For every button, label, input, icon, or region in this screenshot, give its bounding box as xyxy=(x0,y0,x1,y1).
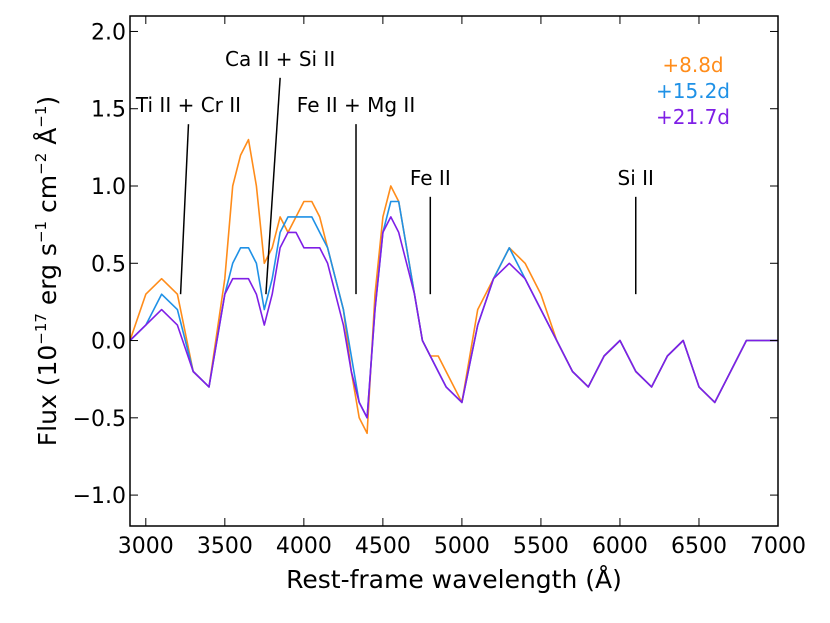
x-tick-label: 3500 xyxy=(197,534,253,559)
y-tick-label: 1.5 xyxy=(91,98,126,123)
y-label-prefix: Flux (10 xyxy=(33,345,62,446)
annotation-label-5: Si II xyxy=(618,166,654,190)
y-tick-label: 0.0 xyxy=(91,330,126,355)
x-tick-label: 5000 xyxy=(434,534,490,559)
legend-entry-2: +15.2d xyxy=(656,79,730,103)
x-tick-label: 4000 xyxy=(276,534,332,559)
legend-entry-1: +8.8d xyxy=(662,53,723,77)
legend: +8.8d+15.2d+21.7d xyxy=(656,53,730,129)
y-label-exp1: −17 xyxy=(32,313,50,345)
annotation-label-2: Ca II + Si II xyxy=(225,47,335,71)
y-label-suffix: ) xyxy=(33,96,62,106)
x-tick-label: 6000 xyxy=(592,534,648,559)
legend-entry-3: +21.7d xyxy=(656,105,730,129)
x-tick-label: 7000 xyxy=(750,534,806,559)
series-layer xyxy=(130,138,778,435)
y-label-mid2: cm xyxy=(33,175,62,221)
y-tick-label: −0.5 xyxy=(73,407,126,432)
x-tick-label: 6500 xyxy=(671,534,727,559)
annotation-label-4: Fe II xyxy=(410,166,451,190)
x-tick-label: 4500 xyxy=(355,534,411,559)
x-axis-label: Rest-frame wavelength (Å) xyxy=(286,565,622,594)
plot-frame xyxy=(129,15,779,527)
series-line-3 xyxy=(130,216,778,419)
y-tick-label: 1.0 xyxy=(91,175,126,200)
y-axis-label: Flux (10−17 erg s−1 cm−2 Å−1) xyxy=(32,96,62,446)
y-tick-label: 2.0 xyxy=(91,20,126,45)
annotation-label-3: Fe II + Mg II xyxy=(297,93,415,117)
annotation-line-2 xyxy=(265,77,281,295)
x-tick-label: 3000 xyxy=(118,534,174,559)
y-label-exp2: −1 xyxy=(32,221,50,243)
y-tick-label: −1.0 xyxy=(73,484,126,509)
x-tick-label: 5500 xyxy=(513,534,569,559)
tick-layer: 3000 3500 4000 4500 5000 5500 6000 6500 7000 −1.0… xyxy=(73,16,806,559)
y-label-mid3: Å xyxy=(33,128,62,153)
annotation-layer: Ti II + Cr II Ca II + Si II Fe II + Mg II F… xyxy=(135,47,654,295)
annotation-line-1 xyxy=(179,124,190,295)
annotation-label-1: Ti II + Cr II xyxy=(135,93,241,117)
y-tick-label: 0.5 xyxy=(91,252,126,277)
y-label-exp4: −1 xyxy=(32,106,50,128)
y-label-mid1: erg s xyxy=(33,243,62,313)
y-label-exp3: −2 xyxy=(32,153,50,175)
